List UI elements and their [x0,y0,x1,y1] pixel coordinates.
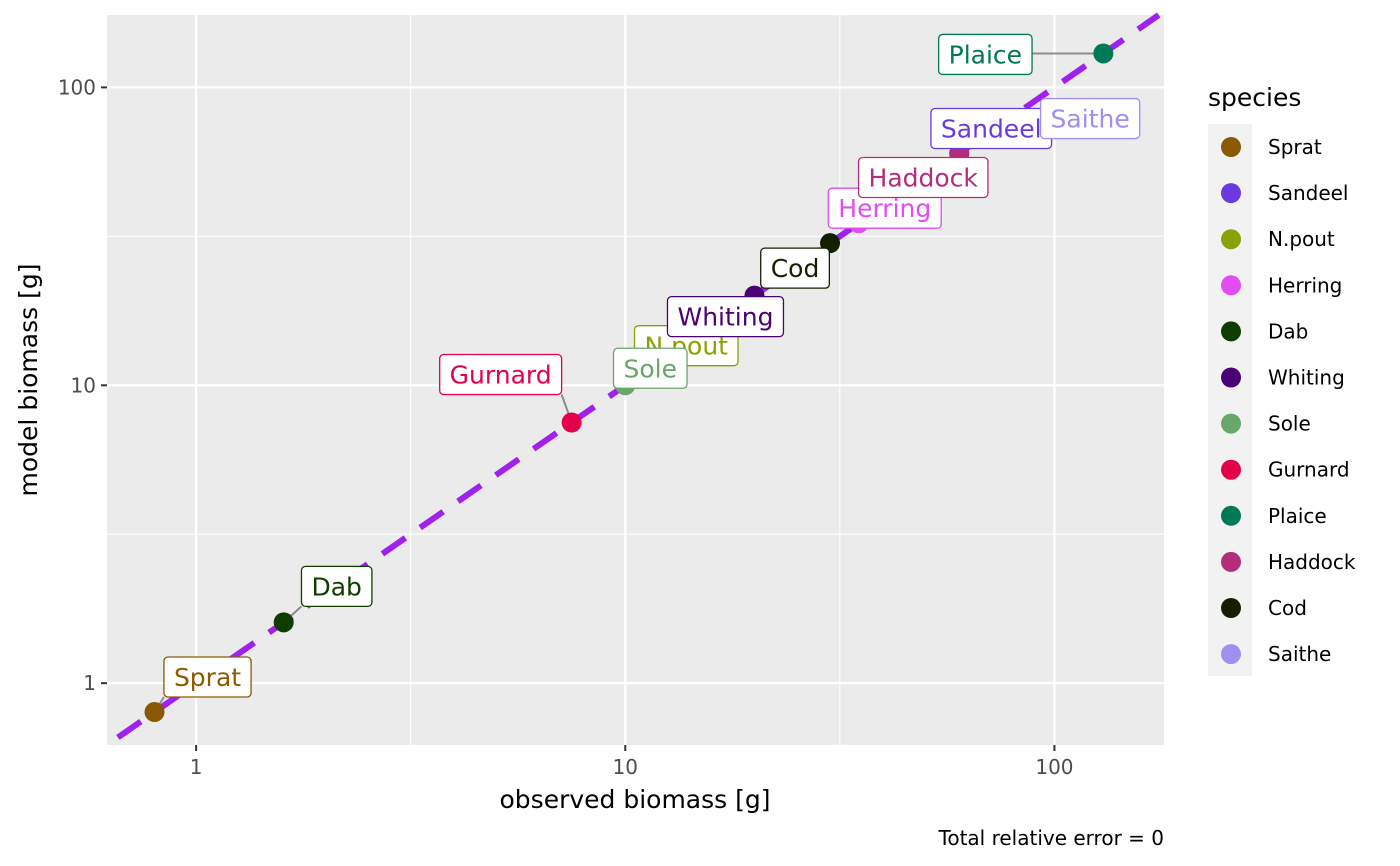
label-text: Sandeel [941,114,1042,143]
point-plaice [1093,43,1114,64]
x-tick-label: 10 [613,755,638,779]
y-tick-label: 100 [58,75,96,99]
legend-label: Sandeel [1268,181,1349,205]
label-text: Cod [771,254,820,283]
legend-item-sprat: Sprat [1221,135,1322,159]
legend-item-herring: Herring [1221,273,1342,297]
point-gurnard [561,412,582,433]
label-sandeel: Sandeel [930,107,1053,150]
label-herring: Herring [827,187,942,229]
x-axis: 1 10 100 [190,745,1074,779]
label-box [612,347,688,389]
legend-item-plaice: Plaice [1221,504,1327,528]
label-plaice: Plaice [937,33,1033,76]
legend-key [1221,598,1241,618]
legend-item-dab: Dab [1221,319,1308,343]
legend-item-npout: N.pout [1221,227,1335,251]
label-text: Gurnard [450,360,552,389]
legend-label: Dab [1268,319,1308,343]
legend: Sprat Sandeel N.pout Herring Dab Whiting Sole G… [1221,135,1356,666]
legend-item-whiting: Whiting [1221,366,1345,390]
legend-label: Saithe [1268,642,1331,666]
legend-key [1221,367,1241,388]
legend-label: Herring [1268,273,1342,297]
y-axis: 1 10 100 [58,75,107,695]
legend-key [1221,321,1241,342]
legend-key [1221,413,1241,434]
legend-item-cod: Cod [1221,596,1307,620]
legend-key [1221,183,1241,204]
label-box [439,353,563,396]
label-text: Whiting [677,303,773,332]
grid-minor [107,15,1164,745]
label-text: Herring [838,194,931,223]
y-tick-label: 1 [83,671,96,695]
label-text: Saithe [1051,105,1130,134]
label-sprat: Sprat [163,656,252,698]
label-dab: Dab [300,565,373,608]
legend-item-saithe: Saithe [1221,642,1331,666]
x-axis-title: observed biomass [g] [500,785,771,814]
legend-item-gurnard: Gurnard [1221,458,1350,482]
legend-label: Gurnard [1268,458,1350,482]
label-haddock: Haddock [857,156,989,199]
label-gurnard: Gurnard [439,353,563,396]
label-box [163,656,252,698]
label-box [760,247,831,289]
point-sprat [144,702,165,723]
legend-title: species [1208,83,1301,112]
label-box [666,295,785,338]
label-sole: Sole [612,347,688,389]
label-text: Sole [624,354,678,383]
y-tick-label: 10 [71,373,96,397]
legend-key [1221,644,1241,665]
caption: Total relative error = 0 [938,826,1164,850]
label-cod: Cod [760,247,831,289]
legend-key [1221,275,1241,296]
label-saithe: Saithe [1039,97,1141,140]
label-box [937,33,1033,76]
label-whiting: Whiting [666,295,785,338]
legend-label: Sprat [1268,135,1322,159]
legend-label: N.pout [1268,227,1335,251]
label-box [1039,97,1141,140]
label-box [300,565,373,608]
legend-label: Plaice [1268,504,1327,528]
legend-key [1221,551,1241,572]
x-tick-label: 1 [190,755,203,779]
legend-label: Sole [1268,412,1311,436]
point-dab [273,612,294,633]
legend-key [1221,229,1241,250]
point-labels: SpratSandeelN.poutHerringDabWhitingSoleG… [163,33,1141,698]
legend-item-sandeel: Sandeel [1221,181,1349,205]
label-text: Plaice [949,40,1022,69]
legend-label: Haddock [1268,550,1356,574]
legend-item-haddock: Haddock [1221,550,1356,574]
legend-key [1221,137,1241,157]
label-text: Dab [311,572,361,601]
legend-item-sole: Sole [1221,412,1311,436]
x-tick-label: 100 [1035,755,1073,779]
label-text: Haddock [869,163,979,192]
label-text: Sprat [174,663,241,692]
label-box [857,156,989,199]
legend-label: Whiting [1268,366,1345,390]
legend-key-background [1208,124,1252,676]
legend-key [1221,505,1241,526]
legend-label: Cod [1268,596,1307,620]
legend-key [1221,459,1241,480]
y-axis-title: model biomass [g] [14,264,43,497]
